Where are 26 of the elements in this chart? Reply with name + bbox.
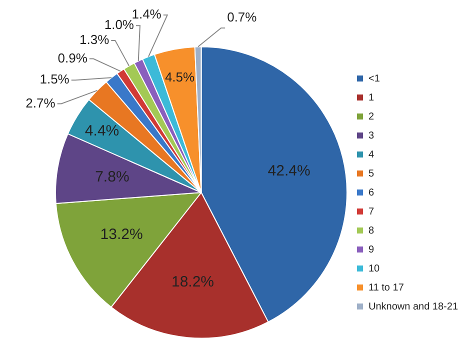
legend-label: 6 (368, 187, 374, 198)
data-label: 7.8% (95, 168, 130, 186)
legend-label: 8 (368, 225, 374, 236)
data-label: 4.4% (84, 122, 120, 140)
data-label: 1.5% (40, 72, 70, 87)
data-label: 1.0% (104, 17, 134, 32)
legend-label: <1 (368, 73, 380, 84)
data-label: 42.4% (268, 162, 310, 180)
data-label: 0.7% (227, 10, 258, 25)
legend-label: Unknown and 18-21 (368, 301, 458, 312)
data-label: 13.2% (100, 226, 143, 244)
legend-label: 4 (368, 149, 374, 160)
data-label: 1.4% (132, 6, 162, 22)
data-label: 1.3% (80, 32, 110, 48)
legend-label: 2 (368, 111, 374, 122)
legend-label: 10 (368, 263, 380, 274)
legend-label: 5 (368, 168, 374, 180)
data-label: 18.2% (171, 274, 214, 291)
legend-label: 3 (368, 130, 374, 142)
data-label: 4.5% (164, 69, 196, 84)
legend-label: 1 (368, 92, 374, 104)
legend-label: 7 (368, 206, 374, 218)
data-label: 2.7% (26, 95, 56, 110)
legend-label: 9 (368, 244, 374, 256)
data-label: 0.9% (58, 50, 88, 66)
legend-label: 11 to 17 (368, 282, 404, 294)
